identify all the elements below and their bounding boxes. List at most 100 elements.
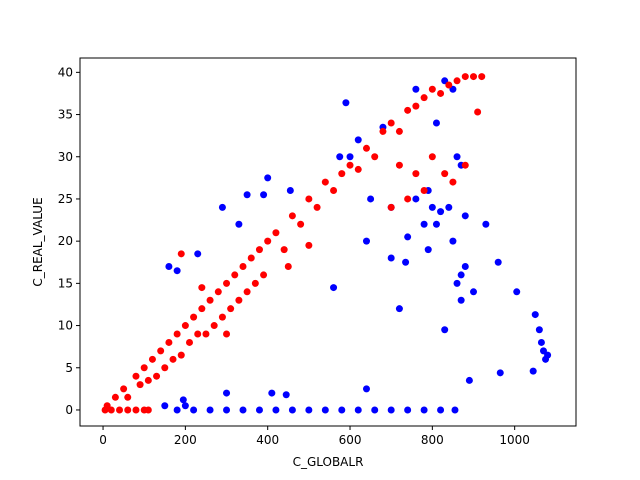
point [453,279,461,287]
x-tick-label: 1000 [499,433,530,447]
point [387,203,395,211]
point [260,271,268,279]
point [223,389,231,397]
point [453,77,461,85]
point [354,136,362,144]
point [313,203,321,211]
point [111,393,119,401]
point [338,170,346,178]
point [124,406,132,414]
point [457,296,465,304]
point [243,191,251,199]
point [132,406,140,414]
point [461,212,469,220]
point [387,254,395,262]
point [412,102,420,110]
point [470,288,478,296]
y-tick-label: 25 [58,192,73,206]
point [531,311,539,319]
point [428,85,436,93]
point [255,406,263,414]
point [451,406,459,414]
y-tick-label: 35 [58,108,73,122]
point [231,271,239,279]
plot-frame [79,57,577,427]
point [346,153,354,161]
point [537,338,545,346]
point [445,81,453,89]
point [404,233,412,241]
point [404,106,412,114]
point [288,406,296,414]
point [420,220,428,228]
point [218,313,226,321]
x-tick-label: 200 [174,433,197,447]
point [282,391,290,399]
point [412,195,420,203]
y-tick-label: 40 [58,65,73,79]
point [177,250,185,258]
point [437,89,445,97]
point [227,305,235,313]
point [432,119,440,127]
y-tick-label: 5 [65,361,73,375]
point [177,351,185,359]
x-tick-label: 800 [421,433,444,447]
point [251,279,259,287]
point [305,195,313,203]
point [321,178,329,186]
point [260,191,268,199]
point [194,330,202,338]
point [190,313,198,321]
point [264,174,272,182]
point [305,406,313,414]
point [453,153,461,161]
point [206,296,214,304]
point [202,330,210,338]
y-tick-label: 30 [58,150,73,164]
point [437,406,445,414]
point [124,393,132,401]
point [194,250,202,258]
point [161,402,169,410]
point [235,296,243,304]
point [181,402,189,410]
point [474,108,482,116]
point [362,144,370,152]
point [420,94,428,102]
point [305,241,313,249]
point [395,161,403,169]
point [223,330,231,338]
point [342,99,350,107]
point [362,385,370,393]
point [478,73,486,81]
point [544,351,552,359]
point [420,406,428,414]
point [428,203,436,211]
point [218,203,226,211]
point [181,322,189,330]
point [362,237,370,245]
point [272,229,280,237]
point [235,220,243,228]
point [354,165,362,173]
point [173,267,181,275]
point [395,305,403,313]
point [132,372,140,380]
point [496,369,504,377]
point [268,389,276,397]
point [284,262,292,270]
point [432,220,440,228]
point [223,406,231,414]
point [173,406,181,414]
point [404,406,412,414]
point [428,153,436,161]
point [153,372,161,380]
point [103,402,111,410]
point [148,355,156,363]
point [412,85,420,93]
point [255,246,263,254]
point [461,73,469,81]
x-tick-label: 600 [339,433,362,447]
